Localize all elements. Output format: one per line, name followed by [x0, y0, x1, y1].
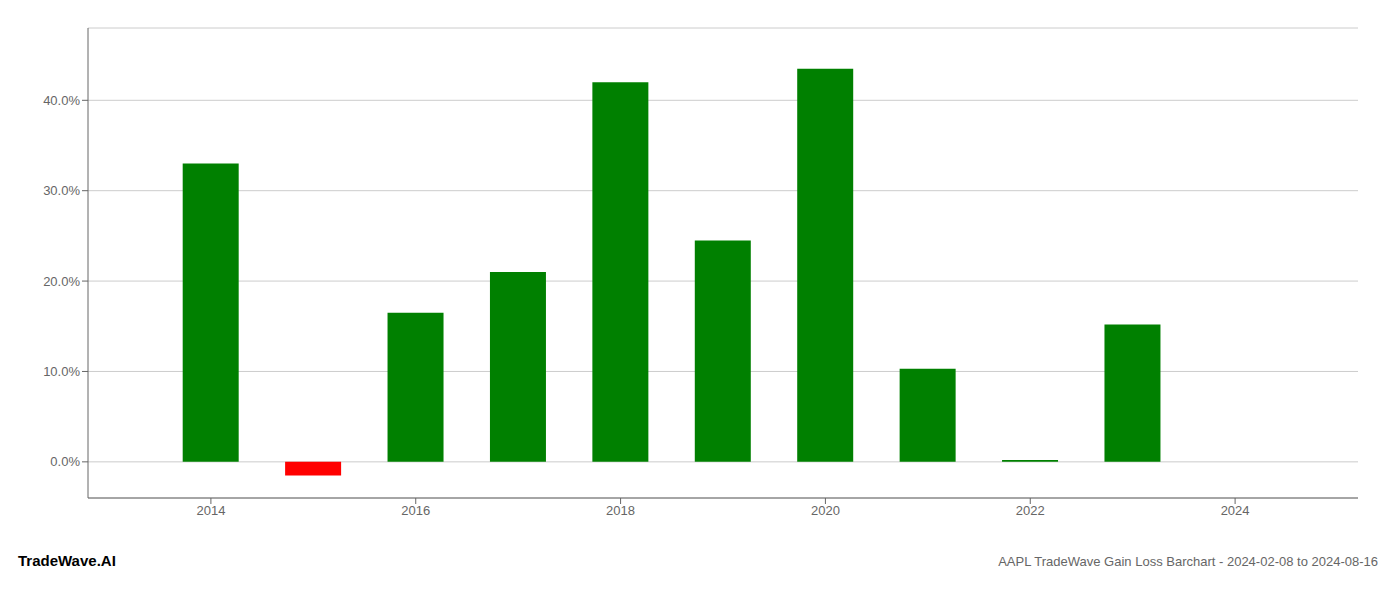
- svg-text:2016: 2016: [401, 503, 430, 518]
- svg-text:40.0%: 40.0%: [43, 93, 80, 108]
- svg-text:2018: 2018: [606, 503, 635, 518]
- svg-text:20.0%: 20.0%: [43, 274, 80, 289]
- html-text:TradeWave.AI: TradeWave.AI: [18, 552, 116, 569]
- svg-text:0.0%: 0.0%: [50, 454, 80, 469]
- svg-text:2024: 2024: [1221, 503, 1250, 518]
- svg-text:10.0%: 10.0%: [43, 364, 80, 379]
- svg-text:2014: 2014: [196, 503, 225, 518]
- svg-text:30.0%: 30.0%: [43, 183, 80, 198]
- svg-text:2022: 2022: [1016, 503, 1045, 518]
- svg-text:2020: 2020: [811, 503, 840, 518]
- html-text:AAPL TradeWave Gain Loss Barch: AAPL TradeWave Gain Loss Barchart - 2024…: [998, 554, 1378, 569]
